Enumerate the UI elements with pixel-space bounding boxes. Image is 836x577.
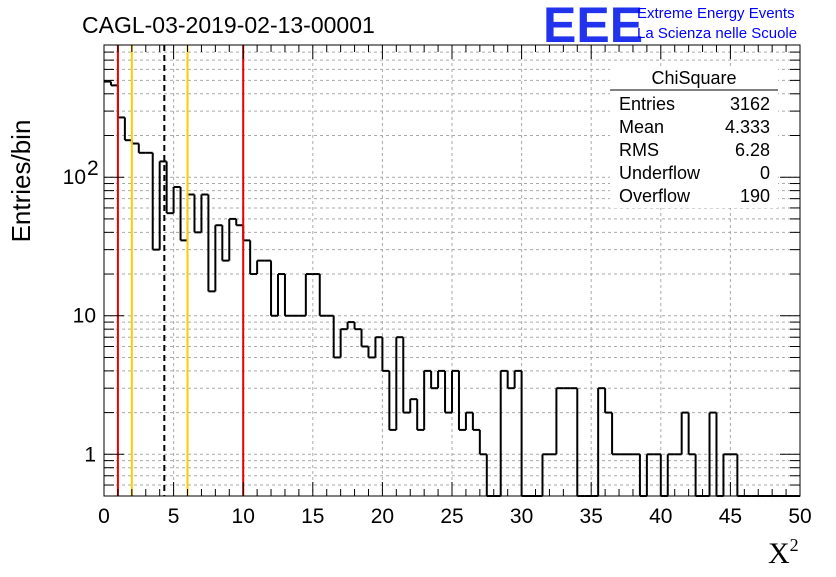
stats-row-value: 0 [760,163,770,183]
stats-row-label: Mean [619,117,664,137]
x-tick-label: 20 [371,505,394,528]
stats-row-label: RMS [619,140,659,160]
stats-row-value: 3162 [730,94,770,114]
stats-row-value: 190 [740,186,770,206]
logo-line-1: Extreme Energy Events [637,5,795,22]
logo-line-2: La Scienza nelle Scuole [637,25,797,42]
stats-rows: Entries 3162 Mean 4.333 RMS 6.28 Underflow 0 Ove… [619,94,770,206]
x-axis-label: X2 [768,535,799,570]
y-tick-label: 10 [63,166,86,189]
stats-row-value: 6.28 [735,140,770,160]
y-axis-label: Entries/bin [6,120,36,243]
x-tick-label: 5 [168,505,180,528]
y-tick-label: 10 [73,305,96,328]
x-tick-label: 50 [788,505,811,528]
stats-row-label: Overflow [619,186,691,206]
eee-logo: EEE Extreme Energy Events La Scienza nel… [543,0,797,53]
x-tick-label: 40 [649,505,672,528]
x-axis-label-main: X [768,537,790,570]
histogram [104,80,800,497]
x-tick-label: 35 [580,505,603,528]
eee-logo-mark: EEE [543,0,643,53]
marker-lines [116,45,245,496]
x-tick-label: 10 [232,505,255,528]
x-axis-label-superscript: 2 [790,535,799,555]
chart-title: CAGL-03-2019-02-13-00001 [82,12,375,38]
y-tick-label: 1 [84,443,96,466]
x-tick-label: 15 [301,505,324,528]
stats-row-label: Underflow [619,163,701,183]
stats-row-value: 4.333 [725,117,770,137]
axes-ticks [103,45,801,496]
y-tick-label-superscript: 2 [87,157,99,180]
x-tick-label: 45 [719,505,742,528]
stats-box-name: ChiSquare [651,68,736,88]
x-tick-label: 30 [510,505,533,528]
x-tick-label: 0 [98,505,110,528]
stats-box: ChiSquare Entries 3162 Mean 4.333 RMS 6.28 Und… [610,66,778,208]
x-tick-label: 25 [440,505,463,528]
stats-row-label: Entries [619,94,675,114]
